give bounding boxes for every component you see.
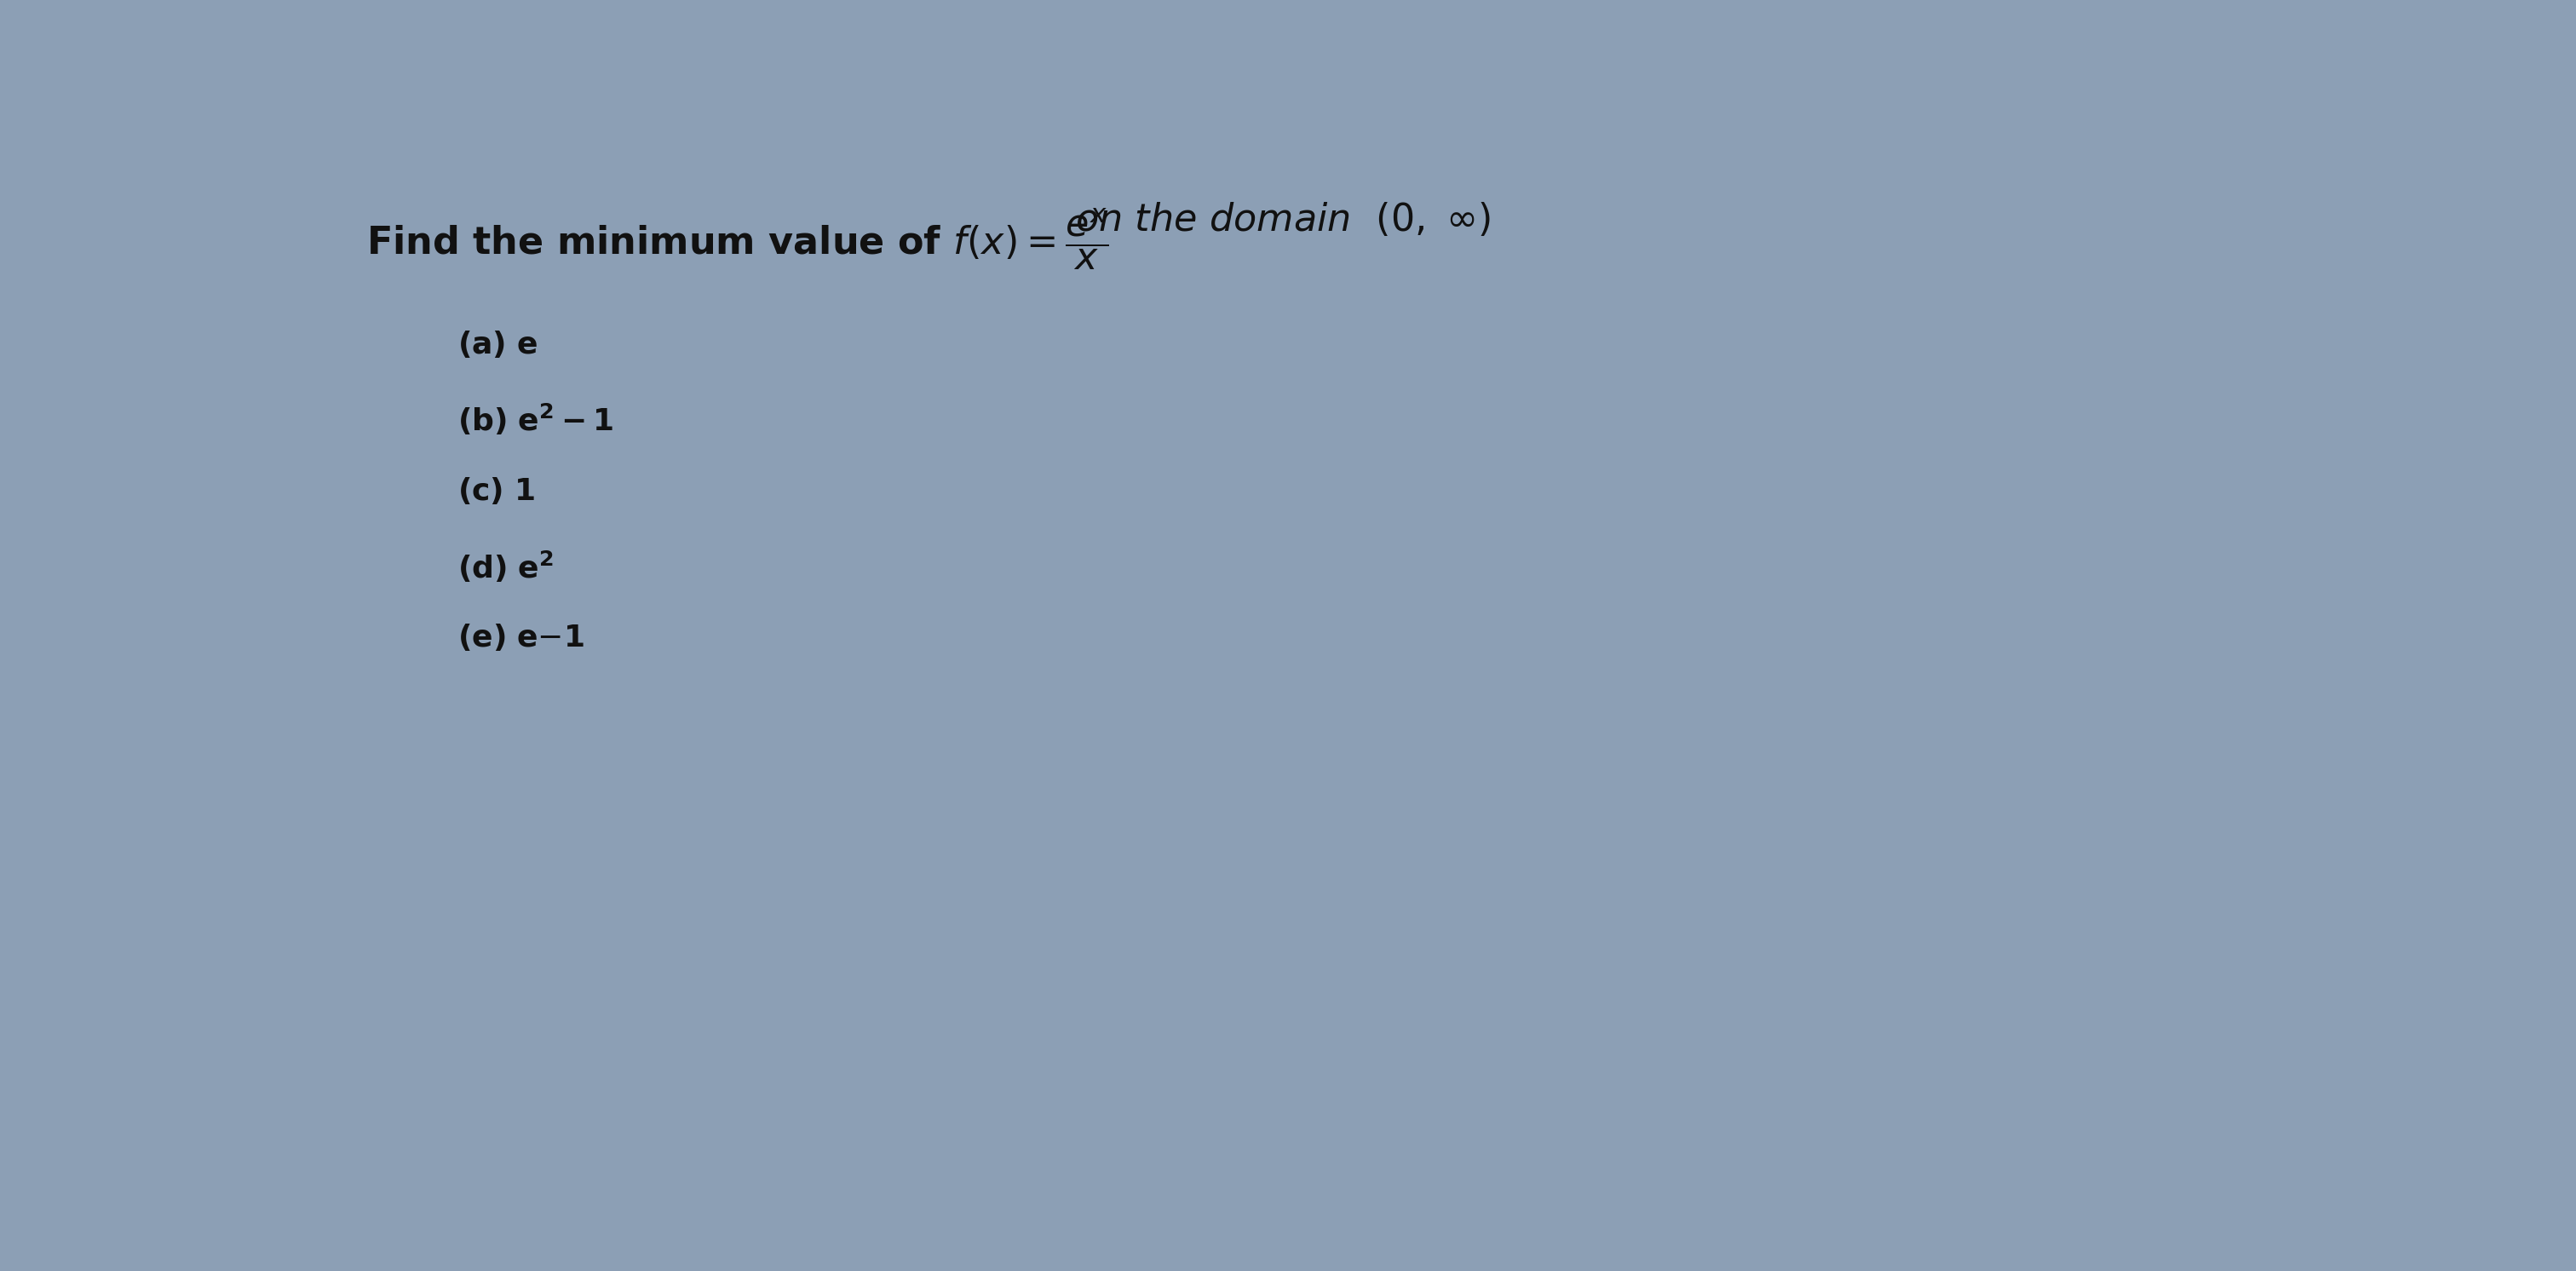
Text: $\mathbf{(c)\ 1}$: $\mathbf{(c)\ 1}$ [459, 475, 536, 506]
Text: Find the minimum value of $f(x) = \dfrac{e^x}{x}$: Find the minimum value of $f(x) = \dfrac… [366, 206, 1108, 272]
Text: $\mathbf{(d)\ e^{2}}$: $\mathbf{(d)\ e^{2}}$ [459, 549, 554, 583]
Text: $\mathbf{(a)\ e}$: $\mathbf{(a)\ e}$ [459, 329, 538, 360]
Text: $\mathbf{(e)\ e\mathrm{-}1}$: $\mathbf{(e)\ e\mathrm{-}1}$ [459, 623, 585, 653]
Text: $\mathbf{(b)\ e^{2}-1}$: $\mathbf{(b)\ e^{2}-1}$ [459, 402, 613, 437]
Text: $\mathit{on\ the\ domain}\ \ (0,\ \infty)$: $\mathit{on\ the\ domain}\ \ (0,\ \infty… [1074, 201, 1492, 239]
